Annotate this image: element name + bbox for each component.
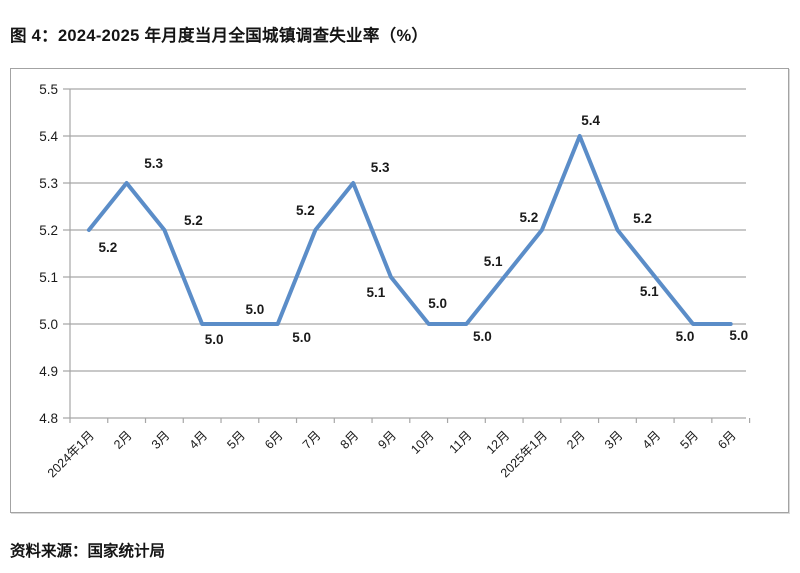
y-tick-label: 5.0 (39, 317, 58, 332)
x-tick-label: 8月 (338, 428, 362, 452)
data-point-label: 5.2 (184, 213, 203, 228)
y-tick-label: 5.2 (39, 223, 58, 238)
x-tick-label: 2月 (564, 428, 588, 452)
y-tick-label: 5.1 (39, 270, 58, 285)
x-tick-label: 2024年1月 (45, 428, 97, 480)
x-tick-label: 3月 (602, 428, 626, 452)
data-point-label: 5.1 (484, 254, 503, 269)
data-point-label: 5.0 (205, 332, 224, 347)
trend-line (86, 134, 733, 326)
data-point-label: 5.3 (144, 156, 163, 171)
y-tick-label: 5.5 (39, 82, 58, 97)
y-tick-label: 5.3 (39, 176, 58, 191)
y-tick-label: 4.8 (39, 411, 58, 426)
x-tick-label: 6月 (715, 428, 739, 452)
data-point-label: 5.2 (520, 210, 539, 225)
x-tick-label: 7月 (300, 428, 324, 452)
data-point-label: 5.3 (371, 160, 390, 175)
data-point-label: 5.2 (296, 203, 315, 218)
data-point-label: 5.0 (676, 329, 695, 344)
y-tick-label: 5.4 (39, 129, 58, 144)
x-tick-label: 3月 (149, 428, 173, 452)
x-tick-label: 9月 (375, 428, 399, 452)
data-point-label: 5.2 (98, 240, 117, 255)
x-tick-label: 6月 (262, 428, 286, 452)
x-tick-label: 11月 (447, 428, 475, 456)
data-point-label: 5.0 (428, 296, 447, 311)
data-point-label: 5.0 (729, 328, 748, 343)
data-point-label: 5.0 (246, 302, 265, 317)
x-tick-label: 10月 (408, 428, 437, 457)
x-tick-label: 4月 (187, 428, 211, 452)
data-point-label: 5.4 (581, 113, 600, 128)
data-point-label: 5.2 (633, 211, 652, 226)
x-tick-label: 12月 (484, 428, 513, 457)
chart-frame: 5.5 5.4 5.3 5.2 5.1 5.0 4.9 4.8 2024年1月 2月 3月 4月 5月 6… (10, 68, 789, 513)
x-tick-label: 5月 (677, 428, 701, 452)
source-note: 资料来源：国家统计局 (10, 543, 166, 560)
data-point-label: 5.0 (473, 329, 492, 344)
x-tick-label: 2月 (111, 428, 135, 452)
unemployment-line-chart: 5.5 5.4 5.3 5.2 5.1 5.0 4.9 4.8 2024年1月 2月 3月 4月 5月 6… (39, 82, 751, 480)
x-tick-label: 4月 (640, 428, 664, 452)
x-tick-label: 5月 (224, 428, 248, 452)
chart-title: 图 4：2024-2025 年月度当月全国城镇调查失业率（%） (10, 27, 429, 45)
data-point-label: 5.1 (367, 285, 386, 300)
data-point-label: 5.0 (292, 330, 311, 345)
y-tick-label: 4.9 (39, 364, 58, 379)
data-point-label: 5.1 (640, 284, 659, 299)
